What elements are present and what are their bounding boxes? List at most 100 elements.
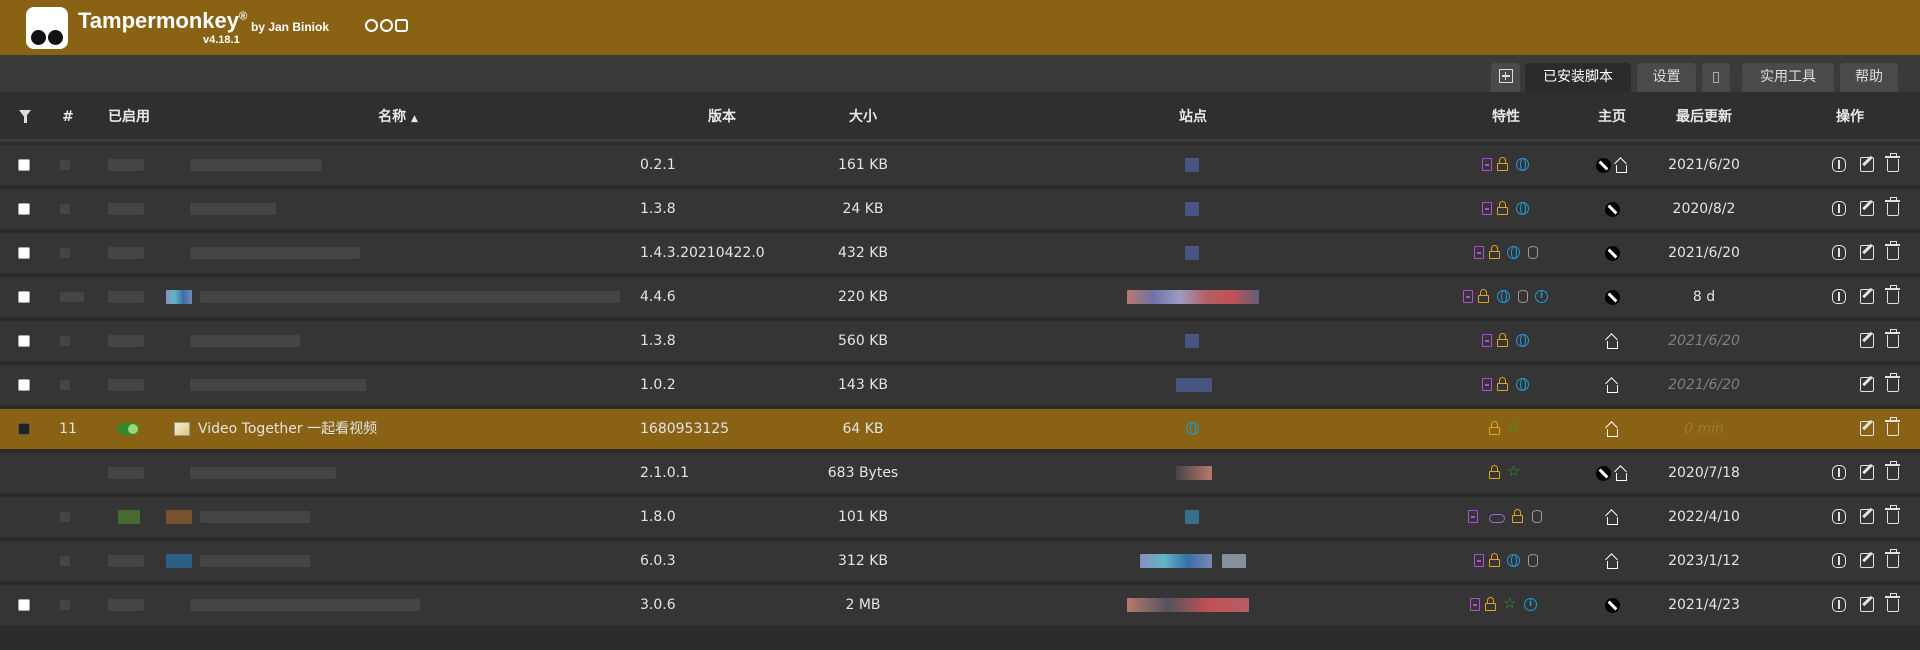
table-row-selected[interactable]: 11 Video Together 一起看视频 1680953125 64 KB… (0, 409, 1920, 449)
edit-icon[interactable] (1860, 201, 1874, 216)
bug-icon[interactable] (1832, 289, 1846, 304)
tab-trash[interactable] (1702, 63, 1730, 92)
row-checkbox[interactable] (18, 247, 30, 259)
col-homepage[interactable]: 主页 (1598, 109, 1626, 125)
col-sites[interactable]: 站点 (1179, 109, 1207, 125)
edit-icon[interactable] (1860, 421, 1874, 436)
tab-settings[interactable]: 设置 (1637, 63, 1696, 92)
tab-installed-scripts[interactable]: 已安装脚本 (1525, 63, 1631, 92)
site-favicon (1127, 290, 1259, 304)
row-checkbox[interactable] (18, 203, 30, 215)
wrench-icon[interactable] (1605, 290, 1620, 305)
edit-icon[interactable] (1860, 289, 1874, 304)
github-icon[interactable] (365, 19, 378, 32)
author-link[interactable]: by Jan Biniok (251, 20, 330, 34)
col-version[interactable]: 版本 (708, 109, 736, 125)
bug-icon[interactable] (1832, 465, 1846, 480)
row-checkbox[interactable] (18, 599, 30, 611)
row-checkbox[interactable] (18, 335, 30, 347)
trash-icon[interactable] (1885, 329, 1900, 348)
bug-icon[interactable] (1832, 509, 1846, 524)
last-updated[interactable]: 2021/6/20 (1668, 157, 1740, 173)
wrench-icon[interactable] (1605, 202, 1620, 217)
bug-icon[interactable] (1832, 553, 1846, 568)
col-enabled[interactable]: 已启用 (108, 109, 150, 125)
home-icon[interactable] (1614, 467, 1627, 481)
home-icon[interactable] (1605, 379, 1618, 393)
edit-icon[interactable] (1860, 333, 1874, 348)
table-row[interactable]: 6.0.3 312 KB 2023/1/12 (0, 541, 1920, 581)
trash-icon[interactable] (1885, 285, 1900, 304)
table-row[interactable]: 1.3.8 560 KB 2021/6/20 (0, 321, 1920, 361)
table-row[interactable]: 3.0.6 2 MB ☆ i 2021/4/23 (0, 585, 1920, 625)
tab-utilities[interactable]: 实用工具 (1742, 63, 1834, 92)
trash-icon[interactable] (1885, 373, 1900, 392)
last-updated[interactable]: 8 d (1692, 289, 1716, 305)
script-name[interactable]: Video Together 一起看视频 (198, 421, 378, 437)
table-row[interactable]: 1.3.8 24 KB 2020/8/2 (0, 189, 1920, 229)
col-features[interactable]: 特性 (1492, 109, 1520, 125)
row-checkbox[interactable] (18, 423, 30, 435)
last-updated[interactable]: 2021/6/20 (1668, 377, 1740, 393)
trash-icon[interactable] (1885, 461, 1900, 480)
bug-icon[interactable] (1832, 201, 1846, 216)
home-icon[interactable] (1605, 423, 1618, 437)
wrench-icon[interactable] (1605, 246, 1620, 261)
trash-icon[interactable] (1885, 417, 1900, 436)
table-row[interactable]: 1.0.2 143 KB 2021/6/20 (0, 365, 1920, 405)
last-updated[interactable]: 2023/1/12 (1668, 553, 1740, 569)
add-script-tab[interactable] (1491, 63, 1520, 92)
table-row[interactable]: 0.2.1 161 KB 2021/6/20 (0, 145, 1920, 185)
redacted-toggle (108, 467, 144, 479)
table-row[interactable]: 1.4.3.20210422.0 432 KB 2021/6/20 (0, 233, 1920, 273)
last-updated[interactable]: 2020/8/2 (1672, 201, 1736, 217)
wrench-icon[interactable] (1605, 598, 1620, 613)
instagram-icon[interactable] (395, 19, 408, 32)
wrench-icon[interactable] (1596, 158, 1611, 173)
last-updated[interactable]: 2021/6/20 (1668, 245, 1740, 261)
facebook-icon[interactable] (380, 19, 393, 32)
edit-icon[interactable] (1860, 597, 1874, 612)
app-title[interactable]: Tampermonkey® (78, 8, 247, 34)
edit-icon[interactable] (1860, 377, 1874, 392)
edit-icon[interactable] (1860, 509, 1874, 524)
enabled-toggle[interactable] (118, 423, 139, 435)
row-checkbox[interactable] (18, 159, 30, 171)
wrench-icon[interactable] (1596, 466, 1611, 481)
last-updated[interactable]: 2022/4/10 (1668, 509, 1740, 525)
table-row[interactable]: 4.4.6 220 KB i 8 d (0, 277, 1920, 317)
tampermonkey-logo[interactable] (26, 7, 68, 49)
edit-icon[interactable] (1860, 157, 1874, 172)
trash-icon[interactable] (1885, 241, 1900, 260)
trash-icon[interactable] (1885, 197, 1900, 216)
bug-icon[interactable] (1832, 245, 1846, 260)
col-index[interactable]: # (62, 109, 74, 125)
col-last-updated[interactable]: 最后更新 (1676, 109, 1732, 125)
trash-icon[interactable] (1885, 153, 1900, 172)
col-size[interactable]: 大小 (849, 109, 877, 125)
home-icon[interactable] (1614, 159, 1627, 173)
filter-icon[interactable] (19, 110, 31, 123)
home-icon[interactable] (1605, 335, 1618, 349)
home-icon[interactable] (1605, 555, 1618, 569)
edit-icon[interactable] (1860, 465, 1874, 480)
trash-icon[interactable] (1885, 593, 1900, 612)
row-checkbox[interactable] (18, 291, 30, 303)
edit-icon[interactable] (1860, 553, 1874, 568)
last-updated[interactable]: 2021/6/20 (1668, 333, 1740, 349)
last-updated[interactable]: 2020/7/18 (1668, 465, 1740, 481)
row-checkbox[interactable] (18, 379, 30, 391)
table-row[interactable]: 2.1.0.1 683 Bytes ☆ 2020/7/18 (0, 453, 1920, 493)
last-updated[interactable]: 2021/4/23 (1668, 597, 1740, 613)
last-updated[interactable]: 0 min (1684, 421, 1724, 437)
table-row[interactable]: 1.8.0 101 KB 2022/4/10 (0, 497, 1920, 537)
bug-icon[interactable] (1832, 157, 1846, 172)
redacted-script-icon (166, 510, 192, 524)
tab-help[interactable]: 帮助 (1840, 63, 1898, 92)
home-icon[interactable] (1605, 511, 1618, 525)
bug-icon[interactable] (1832, 597, 1846, 612)
edit-icon[interactable] (1860, 245, 1874, 260)
trash-icon[interactable] (1885, 505, 1900, 524)
col-name[interactable]: 名称 ▲ (378, 92, 418, 142)
trash-icon[interactable] (1885, 549, 1900, 568)
